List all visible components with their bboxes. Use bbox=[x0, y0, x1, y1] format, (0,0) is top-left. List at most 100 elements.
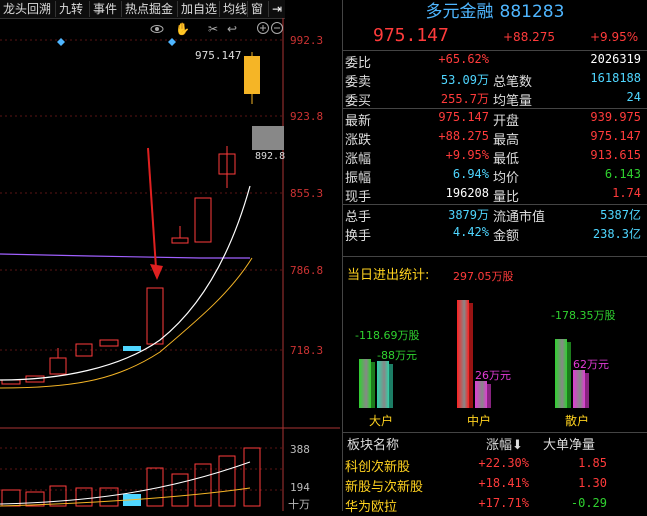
quote-row: 振幅 6.94% 均价 6.143 bbox=[343, 167, 647, 187]
quote-label-2: 最高 bbox=[493, 132, 520, 148]
toolbar-events[interactable]: 事件 bbox=[89, 1, 121, 17]
flow-bar-amount bbox=[475, 381, 487, 408]
quote-label-2: 总笔数 bbox=[493, 75, 533, 91]
sector-pct: +18.41% bbox=[478, 476, 529, 490]
quote-row: 换手 4.42% 金额 238.3亿 bbox=[343, 224, 647, 244]
quote-row: 最新 975.147 开盘 939.975 bbox=[343, 109, 647, 129]
quote-panel: 多元金融 881283 975.147 +88.275 +9.95% 委比 +65.… bbox=[342, 0, 647, 515]
flow-amount-label: 26万元 bbox=[475, 369, 511, 383]
volume-axis-label: 194 bbox=[290, 481, 310, 494]
flow-shares-label: -178.35万股 bbox=[551, 309, 616, 323]
quote-value: 53.09万 bbox=[440, 73, 489, 88]
svg-text:↩: ↩ bbox=[227, 22, 237, 36]
sector-header-name[interactable]: 板块名称 bbox=[347, 438, 400, 453]
quote-label: 委买 bbox=[345, 94, 372, 110]
quote-label-2: 开盘 bbox=[493, 113, 520, 129]
stock-title: 多元金融 881283 bbox=[343, 0, 647, 24]
quote-value: 255.7万 bbox=[440, 92, 489, 107]
stock-name: 多元金融 bbox=[425, 2, 494, 22]
flow-title: 当日进出统计: bbox=[347, 268, 430, 283]
quote-label-2: 流通市值 bbox=[493, 209, 546, 225]
last-price-tag: 975.147 bbox=[195, 49, 242, 62]
quote-row: 涨跌 +88.275 最高 975.147 bbox=[343, 128, 647, 148]
arrow-down-icon: ⬇ bbox=[512, 438, 523, 453]
quote-value: 6.94% bbox=[452, 167, 489, 182]
toolbar-add-watchlist[interactable]: 加自选 bbox=[177, 1, 219, 17]
quote-row: 委比 +65.62% 2026319 bbox=[343, 52, 647, 71]
exit-icon[interactable]: ⇥ bbox=[268, 1, 284, 17]
eye-icon bbox=[150, 25, 164, 33]
quote-row: 委买 255.7万 均笔量 24 bbox=[343, 90, 647, 110]
flow-bar-shares bbox=[555, 339, 567, 408]
flow-category: 大户 bbox=[369, 414, 394, 428]
quote-label-2: 均笔量 bbox=[493, 94, 533, 110]
quote-row: 现手 196208 量比 1.74 bbox=[343, 186, 647, 206]
sector-net: -0.29 bbox=[570, 496, 607, 510]
flow-bar-shares bbox=[359, 358, 371, 408]
price-axis-label: 923.8 bbox=[290, 110, 324, 123]
quote-label: 总手 bbox=[345, 209, 372, 225]
price-axis-label: 992.3 bbox=[290, 34, 324, 47]
price-axis-label: 855.3 bbox=[290, 187, 324, 200]
quote-row: 涨幅 +9.95% 最低 913.615 bbox=[343, 148, 647, 167]
sector-name: 新股与次新股 bbox=[345, 480, 424, 495]
volume-unit: 十万 bbox=[288, 498, 310, 511]
sector-pct: +17.71% bbox=[478, 496, 529, 510]
quote-label: 最新 bbox=[345, 113, 372, 129]
flow-category: 中户 bbox=[467, 414, 492, 428]
quote-label: 委卖 bbox=[345, 75, 372, 91]
price-change-pct: +9.95% bbox=[590, 30, 639, 44]
quote-value-2: 6.143 bbox=[604, 167, 641, 182]
toolbar-jiuzhuan[interactable]: 九转 bbox=[55, 1, 89, 17]
quote-label-2: 金额 bbox=[493, 228, 520, 244]
sector-header-pct[interactable]: 涨幅⬇ bbox=[486, 438, 523, 453]
quote-value-2: 24 bbox=[626, 90, 641, 105]
flow-shares-label: -118.69万股 bbox=[355, 328, 420, 342]
quote-label-2: 均价 bbox=[493, 171, 520, 187]
quote-value-2: 975.147 bbox=[590, 128, 641, 143]
toolbar-longtou[interactable]: 龙头回溯 bbox=[3, 2, 52, 16]
flow-amount-label: 62万元 bbox=[573, 357, 609, 371]
sector-name: 科创次新股 bbox=[345, 460, 411, 475]
price-change: +88.275 bbox=[503, 30, 556, 44]
kline-chart[interactable]: ✋ ✂ ↩ bbox=[0, 18, 340, 511]
sector-row[interactable]: 科创次新股 +22.30% 1.85 bbox=[343, 456, 647, 476]
chart-toolbar: 龙头回溯 九转 事件 热点掘金 加自选 均线 窗 ⇥ bbox=[0, 0, 285, 19]
toolbar-window[interactable]: 窗 bbox=[247, 1, 267, 17]
quote-label: 涨跌 bbox=[345, 132, 372, 148]
quote-value-2: 1618188 bbox=[590, 71, 641, 86]
flow-bar-amount bbox=[573, 369, 585, 408]
quote-label: 涨幅 bbox=[345, 152, 372, 167]
toolbar-hotspot[interactable]: 热点掘金 bbox=[121, 1, 177, 17]
sector-header-net[interactable]: 大单净量 bbox=[543, 438, 596, 453]
quote-value-2: 2026319 bbox=[590, 52, 641, 66]
quote-row: 委卖 53.09万 总笔数 1618188 bbox=[343, 71, 647, 91]
quote-value: +88.275 bbox=[438, 128, 489, 143]
sector-row[interactable]: 新股与次新股 +18.41% 1.30 bbox=[343, 476, 647, 496]
flow-category: 散户 bbox=[565, 414, 590, 428]
quote-value-2: 913.615 bbox=[590, 148, 641, 162]
current-price: 975.147 bbox=[373, 25, 449, 46]
sector-net: 1.30 bbox=[578, 476, 607, 490]
quote-value-2: 1.74 bbox=[612, 186, 641, 201]
price-row: 975.147 +88.275 +9.95% bbox=[343, 24, 647, 51]
flow-shares-label: 297.05万股 bbox=[453, 269, 514, 283]
quote-value-2: 238.3亿 bbox=[592, 226, 641, 241]
flow-bar-shares bbox=[457, 299, 469, 408]
price-axis-label: 786.8 bbox=[290, 264, 324, 277]
quote-label: 现手 bbox=[345, 190, 372, 206]
quote-value: 3879万 bbox=[448, 207, 489, 222]
quote-value: 975.147 bbox=[438, 109, 489, 124]
stock-code: 881283 bbox=[499, 2, 565, 22]
svg-text:✂: ✂ bbox=[208, 22, 218, 36]
quote-value-2: 939.975 bbox=[590, 109, 641, 124]
quote-label-2: 最低 bbox=[493, 152, 520, 167]
quote-label-2: 量比 bbox=[493, 190, 520, 206]
sector-row[interactable]: 华为欧拉 +17.71% -0.29 bbox=[343, 496, 647, 516]
quote-value: +65.62% bbox=[438, 52, 489, 66]
quote-row: 总手 3879万 流通市值 5387亿 bbox=[343, 206, 647, 225]
price-axis-label: 718.3 bbox=[290, 344, 324, 357]
quote-label: 振幅 bbox=[345, 171, 372, 187]
quote-value: 4.42% bbox=[452, 224, 489, 239]
toolbar-ma[interactable]: 均线 bbox=[219, 1, 247, 17]
